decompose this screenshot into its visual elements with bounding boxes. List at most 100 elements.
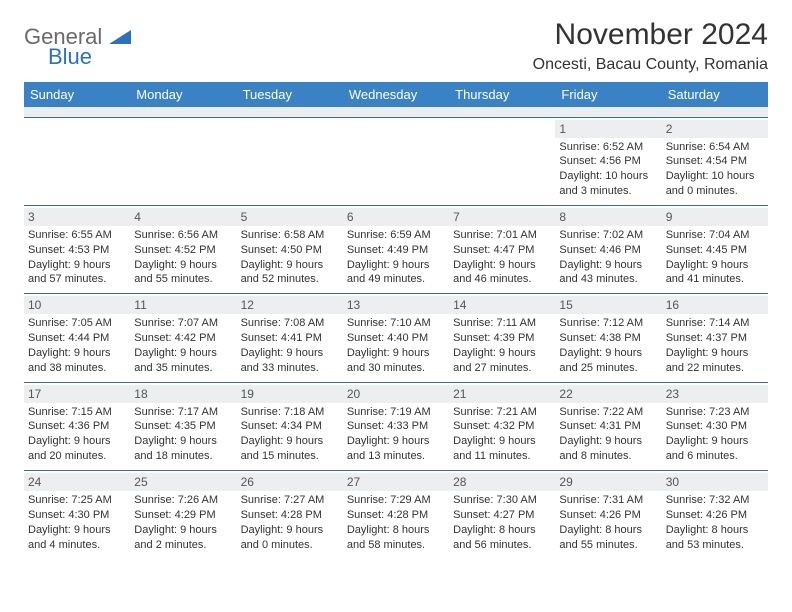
day-cell: 29Sunrise: 7:31 AMSunset: 4:26 PMDayligh… [555,471,661,559]
day-number: 24 [24,473,130,491]
info-line: Sunset: 4:39 PM [453,331,551,346]
day-number: 5 [237,208,343,226]
day-info: Sunrise: 7:18 AMSunset: 4:34 PMDaylight:… [241,405,339,464]
day-cell: 20Sunrise: 7:19 AMSunset: 4:33 PMDayligh… [343,382,449,470]
day-cell: 7Sunrise: 7:01 AMSunset: 4:47 PMDaylight… [449,205,555,293]
week-row: 17Sunrise: 7:15 AMSunset: 4:36 PMDayligh… [24,382,768,470]
day-info: Sunrise: 7:25 AMSunset: 4:30 PMDaylight:… [28,493,126,552]
day-cell: 10 Sunrise: 7:05 AMSunset: 4:44 PMDayligh… [24,294,130,382]
info-line: Sunset: 4:42 PM [134,331,232,346]
info-line: Sunset: 4:26 PM [559,508,657,523]
day-cell: 16Sunrise: 7:14 AMSunset: 4:37 PMDayligh… [662,294,768,382]
info-line: Sunrise: 7:25 AM [28,493,126,508]
info-line: Daylight: 9 hours [28,258,126,273]
week-row: 3Sunrise: 6:55 AMSunset: 4:53 PMDaylight… [24,205,768,293]
info-line: Sunset: 4:31 PM [559,419,657,434]
info-line: Daylight: 9 hours [241,258,339,273]
week-row: 1Sunrise: 6:52 AMSunset: 4:56 PMDaylight… [24,117,768,205]
day-cell: 2Sunrise: 6:54 AMSunset: 4:54 PMDaylight… [662,117,768,205]
day-cell: 19 Sunrise: 7:18 AMSunset: 4:34 PMDayligh… [237,382,343,470]
info-line: and 4 minutes. [28,538,126,553]
day-number: 4 [130,208,236,226]
info-line: and 38 minutes. [28,361,126,376]
info-line: and 13 minutes. [347,449,445,464]
day-info: Sunrise: 7:22 AMSunset: 4:31 PMDaylight:… [559,405,657,464]
info-line: Daylight: 9 hours [453,434,551,449]
info-line: Daylight: 10 hours [559,169,657,184]
info-line: Sunrise: 7:12 AM [559,316,657,331]
day-cell: 17Sunrise: 7:15 AMSunset: 4:36 PMDayligh… [24,382,130,470]
day-cell: 22 Sunrise: 7:22 AMSunset: 4:31 PMDayligh… [555,382,661,470]
info-line: Sunrise: 7:15 AM [28,405,126,420]
day-info: Sunrise: 7:11 AMSunset: 4:39 PMDaylight:… [453,316,551,375]
header: General Blue November 2024 Oncesti, Baca… [24,18,768,74]
day-cell: 4Sunrise: 6:56 AMSunset: 4:52 PMDaylight… [130,205,236,293]
day-number: 28 [449,473,555,491]
info-line: and 6 minutes. [666,449,764,464]
info-line: Sunset: 4:49 PM [347,243,445,258]
day-header: Thursday [449,82,555,107]
day-number: 22 [555,385,661,403]
info-line: Sunset: 4:38 PM [559,331,657,346]
day-cell [130,117,236,205]
day-info: Sunrise: 6:52 AMSunset: 4:56 PMDaylight:… [559,140,657,199]
info-line: Daylight: 8 hours [666,523,764,538]
info-line: Sunrise: 7:23 AM [666,405,764,420]
day-info: Sunrise: 6:58 AMSunset: 4:50 PMDaylight:… [241,228,339,287]
info-line: Daylight: 9 hours [453,346,551,361]
info-line: Sunset: 4:45 PM [666,243,764,258]
info-line: Sunset: 4:35 PM [134,419,232,434]
info-line: and 49 minutes. [347,272,445,287]
day-header: Monday [130,82,236,107]
day-number: 19 [237,385,343,403]
day-info: Sunrise: 7:17 AMSunset: 4:35 PMDaylight:… [134,405,232,464]
week-row: 24 Sunrise: 7:25 AMSunset: 4:30 PMDayligh… [24,471,768,559]
info-line: Daylight: 9 hours [347,346,445,361]
day-number: 20 [343,385,449,403]
info-line: Sunrise: 6:59 AM [347,228,445,243]
day-info: Sunrise: 7:29 AMSunset: 4:28 PMDaylight:… [347,493,445,552]
info-line: and 52 minutes. [241,272,339,287]
day-cell [343,117,449,205]
info-line: and 15 minutes. [241,449,339,464]
month-title: November 2024 [533,18,768,52]
day-cell: 28Sunrise: 7:30 AMSunset: 4:27 PMDayligh… [449,471,555,559]
day-cell: 21Sunrise: 7:21 AMSunset: 4:32 PMDayligh… [449,382,555,470]
day-cell: 8Sunrise: 7:02 AMSunset: 4:46 PMDaylight… [555,205,661,293]
day-cell: 24 Sunrise: 7:25 AMSunset: 4:30 PMDayligh… [24,471,130,559]
day-cell: 11Sunrise: 7:07 AMSunset: 4:42 PMDayligh… [130,294,236,382]
info-line: Sunrise: 7:04 AM [666,228,764,243]
info-line: Sunrise: 7:02 AM [559,228,657,243]
day-number: 10 [24,296,130,314]
info-line: Sunset: 4:53 PM [28,243,126,258]
info-line: Daylight: 8 hours [347,523,445,538]
info-line: Sunset: 4:46 PM [559,243,657,258]
info-line: Sunrise: 7:14 AM [666,316,764,331]
day-info: Sunrise: 7:32 AMSunset: 4:26 PMDaylight:… [666,493,764,552]
info-line: and 35 minutes. [134,361,232,376]
info-line: Sunrise: 6:52 AM [559,140,657,155]
info-line: Daylight: 9 hours [134,434,232,449]
day-number: 25 [130,473,236,491]
day-header: Sunday [24,82,130,107]
day-info: Sunrise: 7:05 AMSunset: 4:44 PMDaylight:… [28,316,126,375]
day-header: Tuesday [237,82,343,107]
info-line: Sunset: 4:30 PM [666,419,764,434]
info-line: Daylight: 9 hours [666,434,764,449]
day-info: Sunrise: 7:26 AMSunset: 4:29 PMDaylight:… [134,493,232,552]
info-line: and 8 minutes. [559,449,657,464]
info-line: Sunrise: 7:01 AM [453,228,551,243]
day-number: 29 [555,473,661,491]
info-line: Sunset: 4:44 PM [28,331,126,346]
info-line: Sunrise: 7:27 AM [241,493,339,508]
info-line: Daylight: 9 hours [347,434,445,449]
info-line: Sunset: 4:50 PM [241,243,339,258]
info-line: and 20 minutes. [28,449,126,464]
info-line: Sunset: 4:37 PM [666,331,764,346]
info-line: and 11 minutes. [453,449,551,464]
info-line: Sunrise: 7:26 AM [134,493,232,508]
day-cell: 6Sunrise: 6:59 AMSunset: 4:49 PMDaylight… [343,205,449,293]
info-line: Sunrise: 7:29 AM [347,493,445,508]
info-line: and 58 minutes. [347,538,445,553]
day-cell [237,117,343,205]
